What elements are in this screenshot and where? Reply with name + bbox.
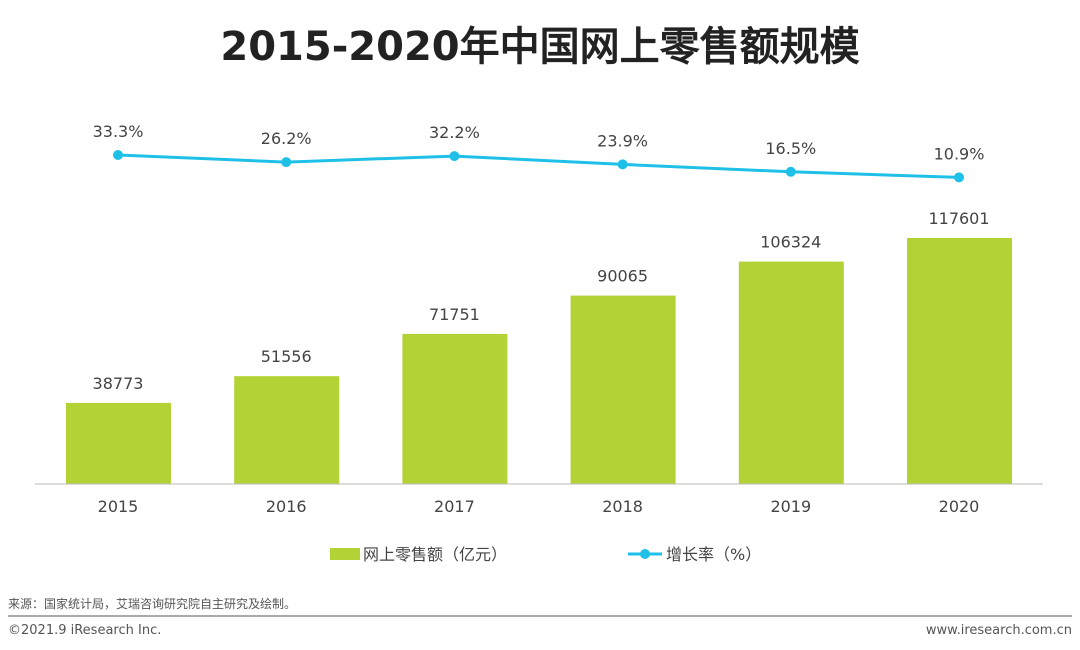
chart: 38773 2015 51556 2016 71751 2017 90065 2018 1063…: [35, 122, 1043, 564]
divider: [8, 615, 1072, 617]
legend-line-label: 增长率（%）: [666, 545, 761, 564]
bar-value-label: 71751: [429, 305, 480, 324]
x-tick-label: 2015: [98, 497, 139, 516]
bar: [402, 333, 508, 484]
growth-value-label: 16.5%: [765, 139, 816, 158]
bar-value-label: 51556: [261, 347, 312, 366]
growth-point: [281, 157, 292, 168]
x-tick-label: 2019: [770, 497, 811, 516]
growth-value-label: 26.2%: [261, 129, 312, 148]
growth-value-label: 10.9%: [934, 144, 985, 163]
growth-value-label: 23.9%: [597, 131, 648, 150]
growth-point: [113, 150, 123, 160]
chart-title: 2015-2020年中国网上零售额规模: [220, 24, 860, 70]
growth-point: [954, 172, 964, 183]
x-tick-label: 2017: [434, 497, 475, 516]
bar-value-label: 90065: [597, 267, 648, 286]
growth-value-label: 33.3%: [93, 122, 144, 141]
website: www.iresearch.com.cn: [925, 623, 1072, 638]
source-note: 来源：国家统计局，艾瑞咨询研究院自主研究及绘制。: [8, 597, 297, 611]
growth-line: [117, 153, 960, 179]
bar-value-label: 117601: [928, 209, 989, 228]
bar: [66, 402, 171, 484]
bar: [234, 376, 340, 484]
x-tick-label: 2020: [939, 497, 980, 516]
bar: [570, 295, 676, 484]
bar: [738, 261, 844, 484]
copyright: ©2021.9 iResearch Inc.: [8, 623, 162, 638]
growth-point: [449, 151, 460, 162]
bar-value-label: 106324: [760, 233, 821, 252]
legend-line-marker: [640, 549, 650, 559]
x-tick-label: 2018: [602, 497, 643, 516]
x-tick-label: 2016: [266, 497, 307, 516]
growth-value-label: 32.2%: [429, 123, 480, 142]
growth-point: [617, 159, 628, 170]
bar-value-label: 38773: [93, 374, 144, 393]
bar: [907, 238, 1012, 484]
growth-point: [785, 166, 796, 177]
legend-bar-label: 网上零售额（亿元）: [363, 545, 507, 564]
legend-bar-swatch: [330, 548, 360, 560]
